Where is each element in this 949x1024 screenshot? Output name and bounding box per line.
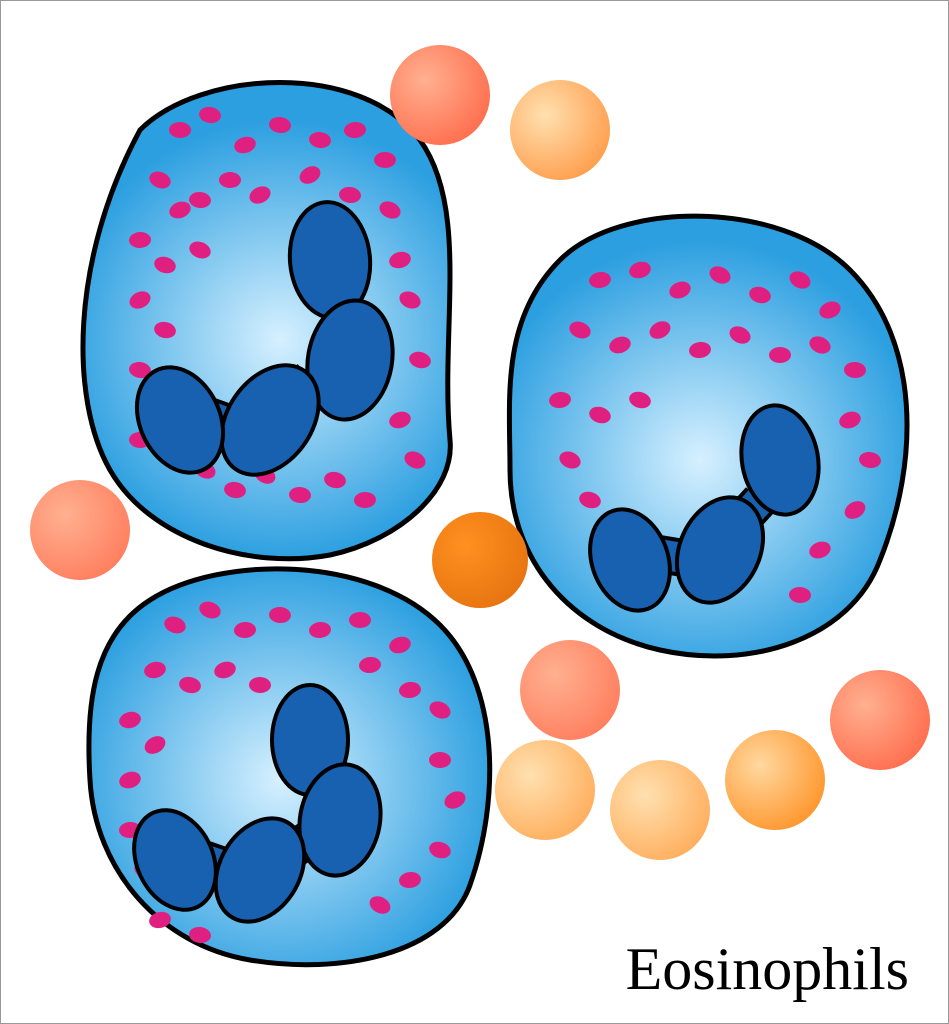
granule — [219, 172, 241, 188]
free-sphere — [830, 670, 930, 770]
cytoplasm — [83, 83, 450, 559]
granule — [429, 752, 451, 768]
free-sphere — [432, 512, 528, 608]
free-sphere — [510, 80, 610, 180]
diagram-title: Eosinophils — [626, 935, 909, 1004]
free-sphere — [610, 760, 710, 860]
free-sphere — [495, 740, 595, 840]
cell1 — [83, 83, 450, 559]
free-sphere — [725, 730, 825, 830]
cell3 — [89, 569, 490, 965]
cell2 — [509, 216, 907, 656]
diagram-svg — [0, 0, 949, 1024]
free-sphere — [520, 640, 620, 740]
free-sphere — [390, 45, 490, 145]
granule — [769, 347, 791, 363]
free-sphere — [30, 480, 130, 580]
